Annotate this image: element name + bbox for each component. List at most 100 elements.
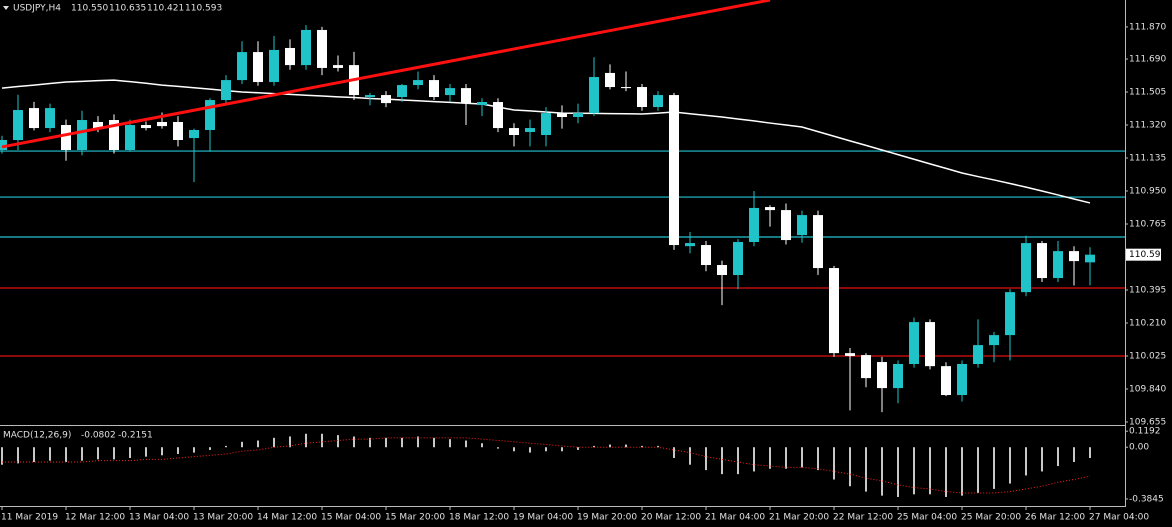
histogram-bar	[737, 447, 739, 475]
histogram-bar	[993, 447, 995, 489]
histogram-bar	[529, 447, 531, 453]
menu-arrow[interactable]	[3, 6, 9, 10]
histogram-bar	[497, 447, 499, 449]
candle-body	[429, 80, 439, 98]
candle-body	[77, 120, 87, 150]
candle-body	[621, 87, 631, 89]
histogram-bar	[321, 433, 323, 448]
histogram-bar	[81, 447, 83, 461]
histogram-bar	[1009, 447, 1011, 484]
candle-body	[365, 95, 375, 98]
candle-body	[237, 52, 247, 81]
x-tick-label: 27 Mar 04:00	[1089, 513, 1149, 523]
candle-body	[877, 362, 887, 389]
histogram-bar	[1073, 447, 1075, 463]
candle-body	[589, 77, 599, 114]
candle-body	[1037, 243, 1047, 279]
candle-body	[93, 121, 103, 129]
histogram-bar	[721, 447, 723, 475]
chart-title: USDJPY,H4	[13, 4, 61, 14]
x-tick-label: 19 Mar 20:00	[577, 513, 637, 523]
histogram-bar	[17, 447, 19, 464]
y-tick-label: 110.395	[1129, 285, 1166, 295]
candle-body	[413, 80, 423, 86]
histogram-bar	[865, 447, 867, 492]
candle-body	[1069, 251, 1079, 262]
histogram-bar	[113, 447, 115, 460]
trendline	[1, 0, 771, 149]
candle-body	[381, 95, 391, 104]
histogram-bar	[801, 447, 803, 468]
x-tick-label: 21 Mar 20:00	[769, 513, 829, 523]
histogram-bar	[1089, 447, 1091, 459]
candle-body	[253, 52, 263, 83]
histogram-bar	[257, 440, 259, 448]
candle-body	[973, 345, 983, 365]
candle-body	[957, 364, 967, 396]
histogram-bar	[593, 445, 595, 448]
x-tick-label: 20 Mar 12:00	[641, 513, 701, 523]
indicator-value: -0.0802	[81, 431, 116, 441]
x-tick-label: 12 Mar 12:00	[65, 513, 125, 523]
histogram-bar	[129, 447, 131, 458]
histogram-bar	[401, 437, 403, 448]
candle-body	[861, 355, 871, 379]
candle-body	[477, 102, 487, 106]
histogram-bar	[817, 447, 819, 471]
candle-body	[285, 47, 295, 66]
histogram-bar	[561, 447, 563, 452]
y-tick-label: 110.210	[1129, 318, 1166, 328]
histogram-bar	[929, 447, 931, 495]
candle-body	[781, 210, 791, 241]
candle-body	[509, 128, 519, 136]
candle-body	[205, 100, 215, 131]
histogram-bar	[353, 436, 355, 448]
histogram-bar	[897, 447, 899, 497]
histogram-bar	[433, 437, 435, 448]
candle-body	[1021, 243, 1031, 293]
histogram-bar	[961, 447, 963, 496]
current-price-box	[1126, 248, 1161, 261]
candle-body	[301, 29, 311, 66]
candle-body	[397, 85, 407, 98]
candle-body	[13, 110, 23, 141]
candle-body	[909, 322, 919, 365]
y-tick-label: 111.320	[1129, 121, 1166, 131]
candle-body	[925, 322, 935, 367]
candle-body	[493, 102, 503, 129]
histogram-bar	[625, 444, 627, 448]
x-tick-label: 21 Mar 04:00	[705, 513, 765, 523]
y-tick-label: 111.135	[1129, 154, 1166, 164]
ohlc-value: 110.593	[185, 4, 222, 14]
histogram-bar	[1, 447, 3, 465]
candle-body	[61, 125, 71, 150]
x-tick-label: 18 Mar 12:00	[449, 513, 509, 523]
candle-body	[317, 29, 327, 68]
histogram-bar	[145, 447, 147, 457]
x-tick-label: 19 Mar 04:00	[513, 513, 573, 523]
histogram-bar	[769, 447, 771, 469]
candle-body	[333, 65, 343, 68]
candle-body	[845, 353, 855, 356]
histogram-bar	[177, 447, 179, 454]
histogram-bar	[785, 447, 787, 469]
candle-body	[941, 366, 951, 396]
x-tick-label: 14 Mar 12:00	[257, 513, 317, 523]
histogram-bar	[545, 447, 547, 452]
x-tick-label: 22 Mar 12:00	[833, 513, 893, 523]
candle-body	[221, 80, 231, 101]
y-tick-label: 109.840	[1129, 384, 1166, 394]
histogram-bar	[689, 447, 691, 465]
histogram-bar	[481, 443, 483, 448]
histogram-bar	[913, 447, 915, 495]
candle-body	[557, 113, 567, 117]
histogram-bar	[1041, 447, 1043, 472]
candle-body	[445, 88, 455, 96]
y-tick-label: 0.1192	[1129, 427, 1161, 437]
histogram-bar	[641, 445, 643, 448]
candle-body	[701, 245, 711, 266]
histogram-bar	[513, 447, 515, 452]
histogram-bar	[449, 439, 451, 448]
histogram-bar	[417, 436, 419, 448]
